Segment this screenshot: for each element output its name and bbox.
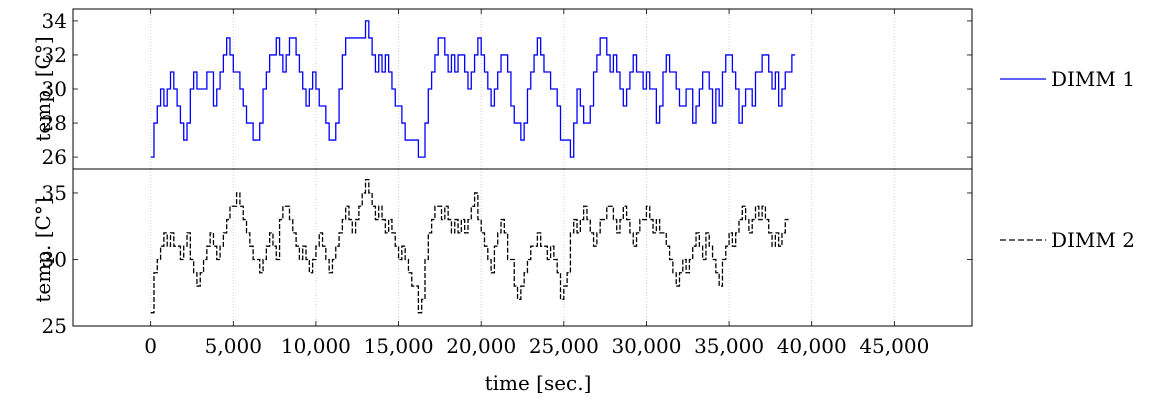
x-tick-label-1: 5,000 (205, 334, 262, 358)
x-tick-label-0: 0 (144, 334, 157, 358)
legend-dimm2: DIMM 2 (1000, 228, 1135, 252)
panel-frame-1 (72, 168, 973, 327)
grid-layer (150, 9, 895, 326)
y-tick-label-0-1: 28 (42, 111, 67, 135)
x-tick-label-3: 15,000 (364, 334, 434, 358)
panel-frame-0 (72, 8, 973, 170)
x-axis-title: time [sec.] (485, 371, 592, 395)
y-tick-label-1-0: 25 (42, 314, 67, 338)
x-tick-label-8: 40,000 (777, 334, 847, 358)
series-line-1-0 (150, 178, 789, 314)
y-tick-label-1-1: 30 (42, 247, 67, 271)
y-axis-title-bottom: temp. [C°] (31, 197, 55, 302)
legend-label-dimm2: DIMM 2 (1051, 228, 1135, 252)
legend-label-dimm1: DIMM 1 (1051, 67, 1135, 91)
data-layer (150, 20, 796, 314)
x-tick-label-2: 10,000 (281, 334, 351, 358)
x-tick-label-9: 45,000 (859, 334, 929, 358)
x-tick-label-5: 25,000 (529, 334, 599, 358)
x-tick-label-7: 35,000 (694, 334, 764, 358)
y-tick-label-0-0: 26 (42, 145, 67, 169)
y-axis-title-top: temp. [C°] (31, 36, 55, 141)
legend-dimm1: DIMM 1 (1000, 67, 1135, 91)
y-tick-label-0-3: 32 (42, 43, 67, 67)
y-tick-label-1-2: 35 (42, 181, 67, 205)
y-tick-label-0-4: 34 (42, 9, 67, 33)
y-tick-label-0-2: 30 (42, 77, 67, 101)
series-line-0-0 (150, 20, 796, 158)
frame-layer (72, 8, 973, 327)
tick-layer: 26 28 30 32 34 25 30 35 0 5,000 10,000 15,000 20,000… (42, 9, 972, 358)
x-tick-label-6: 30,000 (611, 334, 681, 358)
x-tick-label-4: 20,000 (446, 334, 516, 358)
